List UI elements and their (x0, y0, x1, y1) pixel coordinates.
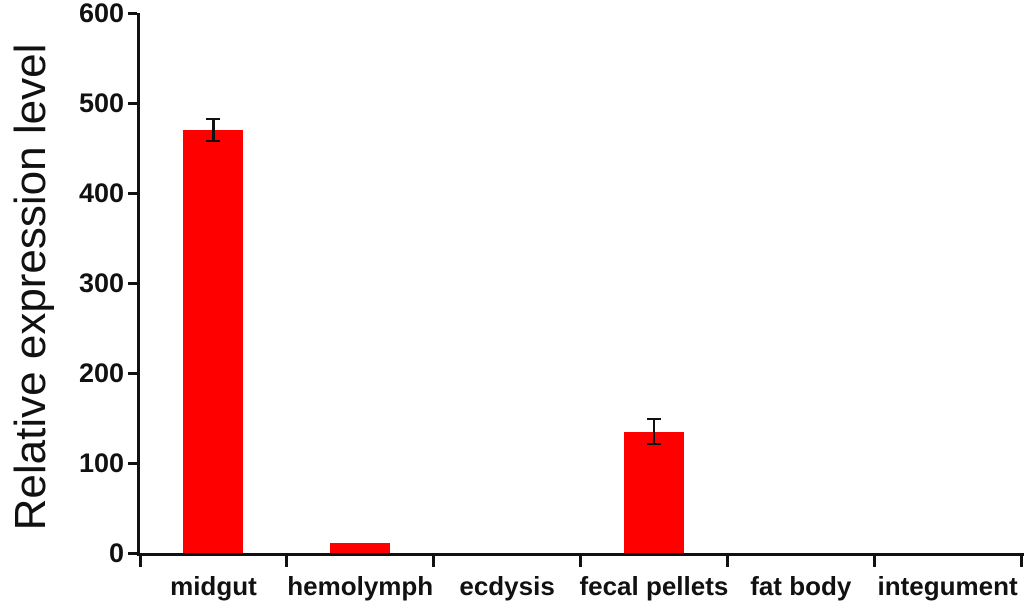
plot-area: 0 100 200 300 400 500 600 midgut hemolymph ecdysi… (79, 0, 1024, 601)
y-tick-label: 0 (108, 538, 124, 568)
y-axis-tick (128, 551, 137, 555)
y-tick-label: 500 (78, 88, 124, 118)
y-tick-label: 300 (78, 268, 124, 298)
x-category-label: ecdysis (459, 571, 555, 601)
error-bar-cap-top (646, 417, 661, 421)
y-axis-tick (128, 371, 137, 375)
y-tick-label: 400 (78, 178, 124, 208)
error-bar-cap-top (206, 117, 221, 121)
x-axis-tick (1019, 556, 1023, 567)
x-category-label: fecal pellets (579, 571, 729, 601)
bar-midgut (183, 130, 244, 553)
y-tick-label: 600 (78, 0, 124, 28)
error-bar-cap-bottom (646, 442, 661, 446)
x-axis-tick (432, 556, 436, 567)
error-bar-line (212, 119, 215, 141)
bar-hemolymph (330, 543, 391, 553)
x-axis-tick (579, 556, 582, 567)
x-category-label: hemolymph (287, 571, 434, 601)
y-tick-label: 100 (78, 448, 124, 478)
x-axis-tick (725, 556, 729, 567)
y-axis-tick (128, 101, 137, 105)
y-axis-tick (128, 281, 137, 285)
y-axis-tick (128, 11, 137, 15)
x-axis-line (137, 553, 1024, 556)
error-bar-cap-bottom (206, 139, 221, 143)
x-axis-tick (138, 556, 142, 567)
y-axis-tick (128, 461, 137, 465)
x-category-label: fat body (750, 571, 852, 601)
y-axis-line (137, 13, 140, 556)
x-category-label: midgut (170, 571, 257, 601)
error-bar-line (652, 418, 656, 445)
bar-fecal-pellets (623, 431, 684, 553)
x-axis-tick (285, 556, 289, 567)
y-tick-label: 200 (78, 358, 124, 388)
x-axis-tick (872, 556, 876, 567)
y-axis-tick (128, 191, 137, 195)
x-category-label: integument (877, 571, 1018, 601)
